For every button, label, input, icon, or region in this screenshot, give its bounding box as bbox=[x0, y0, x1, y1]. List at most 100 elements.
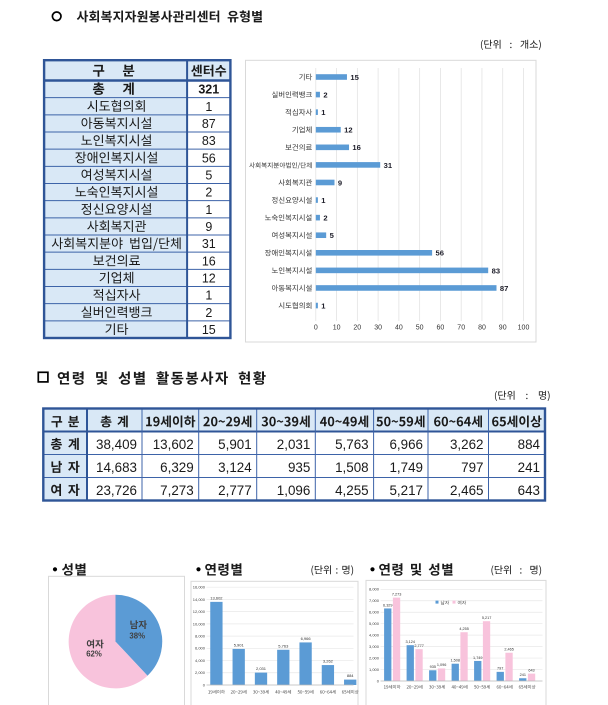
svg-text:15: 15 bbox=[202, 323, 216, 337]
svg-text:31: 31 bbox=[202, 237, 216, 251]
svg-text:5: 5 bbox=[330, 231, 335, 240]
svg-text:7,273: 7,273 bbox=[392, 592, 402, 596]
svg-text:4,000: 4,000 bbox=[195, 658, 206, 663]
svg-text:3,262: 3,262 bbox=[450, 437, 484, 452]
svg-text:9: 9 bbox=[205, 220, 212, 234]
svg-text:83: 83 bbox=[202, 134, 216, 148]
svg-text:1,096: 1,096 bbox=[437, 663, 447, 667]
svg-text:7,000: 7,000 bbox=[369, 598, 380, 603]
svg-text:15: 15 bbox=[350, 73, 359, 82]
svg-text:1,096: 1,096 bbox=[277, 483, 311, 498]
svg-text:70: 70 bbox=[457, 325, 465, 332]
svg-text:3,124: 3,124 bbox=[218, 460, 252, 475]
svg-text:6,000: 6,000 bbox=[195, 646, 206, 651]
svg-text:13,602: 13,602 bbox=[153, 437, 194, 452]
svg-text:9: 9 bbox=[338, 178, 342, 187]
svg-text:1: 1 bbox=[321, 108, 326, 117]
svg-text:1,749: 1,749 bbox=[473, 656, 483, 660]
svg-text:12,000: 12,000 bbox=[193, 609, 206, 614]
svg-text:14,683: 14,683 bbox=[96, 460, 137, 475]
svg-text:62%: 62% bbox=[86, 649, 102, 658]
svg-text:321: 321 bbox=[198, 83, 219, 97]
svg-text:38,409: 38,409 bbox=[96, 437, 137, 452]
svg-text:4,255: 4,255 bbox=[459, 627, 469, 631]
svg-text:5,000: 5,000 bbox=[369, 621, 380, 626]
svg-text:3,000: 3,000 bbox=[369, 644, 380, 649]
svg-text:2,000: 2,000 bbox=[369, 656, 380, 661]
svg-text:2,465: 2,465 bbox=[450, 483, 484, 498]
svg-text:5,901: 5,901 bbox=[234, 642, 245, 647]
svg-text:4,255: 4,255 bbox=[335, 483, 369, 498]
svg-text:935: 935 bbox=[430, 665, 436, 669]
svg-text:14,000: 14,000 bbox=[193, 597, 206, 602]
svg-text:0: 0 bbox=[314, 325, 318, 332]
svg-text:797: 797 bbox=[461, 460, 483, 475]
svg-text:884: 884 bbox=[347, 673, 354, 678]
svg-text:8,000: 8,000 bbox=[195, 634, 206, 639]
svg-text:241: 241 bbox=[520, 673, 526, 677]
svg-text:1: 1 bbox=[321, 301, 326, 310]
svg-text:5: 5 bbox=[205, 169, 212, 183]
svg-text:2,031: 2,031 bbox=[277, 437, 311, 452]
svg-text:643: 643 bbox=[518, 483, 540, 498]
svg-text:12: 12 bbox=[344, 126, 352, 135]
svg-text:1: 1 bbox=[205, 100, 212, 114]
svg-text:0: 0 bbox=[377, 678, 380, 683]
svg-text:38%: 38% bbox=[129, 632, 145, 641]
svg-text:797: 797 bbox=[497, 667, 503, 671]
svg-text:8,000: 8,000 bbox=[369, 587, 380, 592]
svg-text:5,763: 5,763 bbox=[335, 437, 369, 452]
svg-text:16: 16 bbox=[202, 254, 216, 268]
svg-text:643: 643 bbox=[528, 668, 534, 672]
svg-text:241: 241 bbox=[518, 460, 540, 475]
svg-text:1,000: 1,000 bbox=[369, 667, 380, 672]
svg-text:5,901: 5,901 bbox=[218, 437, 252, 452]
svg-text:1,749: 1,749 bbox=[389, 460, 423, 475]
svg-text:1,508: 1,508 bbox=[335, 460, 369, 475]
svg-text:5,763: 5,763 bbox=[278, 643, 289, 648]
svg-text:20: 20 bbox=[353, 325, 361, 332]
svg-text:23,726: 23,726 bbox=[96, 483, 137, 498]
svg-text:2,031: 2,031 bbox=[256, 666, 267, 671]
svg-text:87: 87 bbox=[202, 117, 216, 131]
svg-text:884: 884 bbox=[518, 437, 541, 452]
svg-text:2: 2 bbox=[323, 214, 327, 223]
svg-text:60: 60 bbox=[437, 325, 445, 332]
svg-text:6,329: 6,329 bbox=[383, 603, 393, 607]
svg-text:10: 10 bbox=[333, 325, 341, 332]
svg-text:2,465: 2,465 bbox=[504, 648, 514, 652]
svg-text:2: 2 bbox=[205, 186, 212, 200]
svg-text:0: 0 bbox=[203, 682, 206, 687]
svg-text:2,777: 2,777 bbox=[218, 483, 252, 498]
svg-text:12: 12 bbox=[202, 272, 216, 286]
svg-text:30: 30 bbox=[374, 325, 382, 332]
svg-text:6,000: 6,000 bbox=[369, 610, 380, 615]
svg-text:2,777: 2,777 bbox=[414, 644, 424, 648]
svg-text:7,273: 7,273 bbox=[160, 483, 194, 498]
svg-text:935: 935 bbox=[288, 460, 310, 475]
svg-text:3,124: 3,124 bbox=[405, 640, 415, 644]
svg-text:5,217: 5,217 bbox=[482, 616, 492, 620]
svg-text:87: 87 bbox=[500, 284, 508, 293]
svg-text:4,000: 4,000 bbox=[369, 633, 380, 638]
svg-text:2: 2 bbox=[323, 91, 327, 100]
svg-text:1: 1 bbox=[205, 203, 212, 217]
svg-text:90: 90 bbox=[499, 325, 507, 332]
svg-text:80: 80 bbox=[478, 325, 486, 332]
svg-text:31: 31 bbox=[384, 161, 393, 170]
svg-text:50: 50 bbox=[416, 325, 424, 332]
svg-text:16: 16 bbox=[352, 143, 360, 152]
svg-text:2,000: 2,000 bbox=[195, 670, 206, 675]
svg-text:40: 40 bbox=[395, 325, 403, 332]
svg-text:56: 56 bbox=[202, 151, 216, 165]
svg-text:1: 1 bbox=[205, 289, 212, 303]
svg-text:6,966: 6,966 bbox=[301, 636, 312, 641]
svg-text:10,000: 10,000 bbox=[193, 621, 206, 626]
svg-text:6,329: 6,329 bbox=[160, 460, 194, 475]
svg-text:1: 1 bbox=[321, 196, 326, 205]
svg-text:3,262: 3,262 bbox=[323, 659, 334, 664]
svg-text:100: 100 bbox=[518, 325, 530, 332]
svg-text:83: 83 bbox=[492, 266, 500, 275]
svg-text:5,217: 5,217 bbox=[389, 483, 423, 498]
svg-text:13,602: 13,602 bbox=[210, 595, 223, 600]
